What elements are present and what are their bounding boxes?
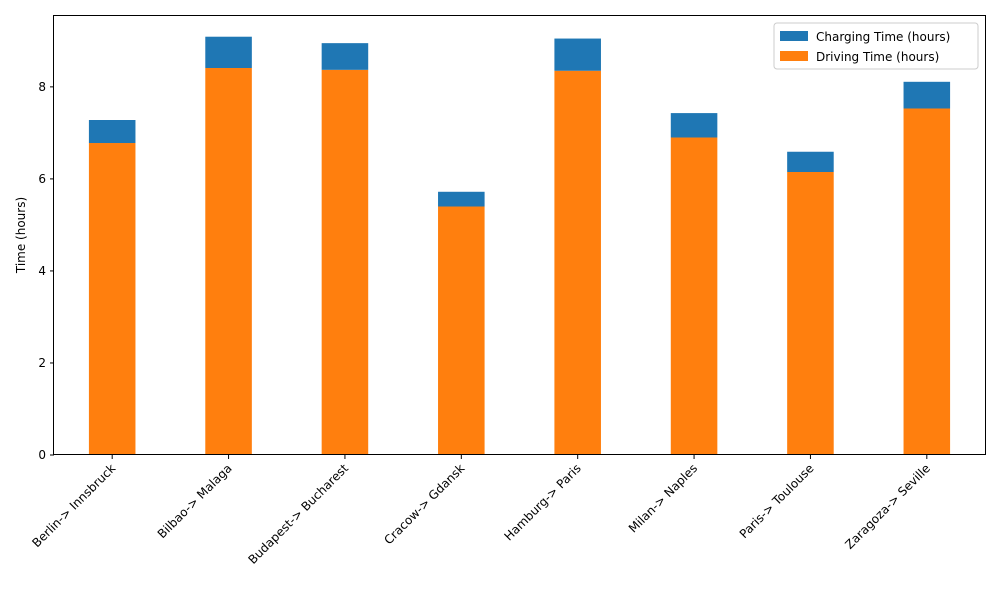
bar-charging-time — [88, 120, 136, 144]
bar-charging-time — [554, 38, 601, 71]
legend-box — [773, 22, 979, 70]
legend: Charging Time (hours) Driving Time (hours… — [773, 22, 979, 70]
y-axis-label: Time (hours) — [14, 197, 28, 274]
y-tick-label: 8 — [38, 80, 46, 94]
bars-group — [88, 36, 951, 456]
bar-charging-time — [670, 113, 718, 138]
legend-label: Driving Time (hours) — [816, 50, 939, 64]
bar-driving-time — [205, 68, 252, 455]
bar-charging-time — [438, 191, 485, 207]
y-tick-label: 2 — [38, 356, 46, 370]
bar-charging-time — [903, 81, 951, 109]
bar-charging-time — [321, 43, 369, 70]
legend-label: Charging Time (hours) — [816, 30, 950, 44]
bar-driving-time — [670, 137, 718, 456]
legend-swatch — [780, 31, 808, 41]
y-tick-label: 6 — [38, 172, 46, 186]
plot-frame — [53, 15, 986, 455]
bar-driving-time — [321, 69, 369, 455]
legend-swatch — [780, 51, 808, 61]
bar-driving-time — [787, 172, 834, 455]
bar-driving-time — [88, 143, 136, 455]
y-tick-label: 4 — [38, 264, 46, 278]
bar-driving-time — [438, 206, 485, 455]
bar-driving-time — [554, 70, 601, 455]
bar-charging-time — [205, 36, 252, 68]
y-tick-label: 0 — [38, 448, 46, 462]
bar-driving-time — [903, 108, 951, 456]
bar-charging-time — [787, 151, 834, 172]
